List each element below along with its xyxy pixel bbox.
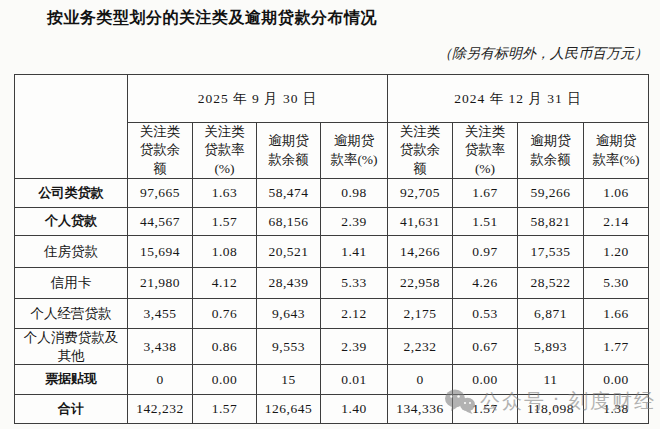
table-cell: 1.66 (584, 299, 649, 329)
table-cell: 9,643 (257, 299, 321, 329)
table-cell: 142,232 (128, 395, 193, 424)
row-label: 公司类贷款 (15, 179, 128, 208)
table-cell: 41,631 (388, 208, 453, 236)
table-cell: 15 (257, 365, 321, 395)
table-cell: 68,156 (257, 208, 321, 236)
table-cell: 2.39 (321, 329, 388, 365)
table-cell: 17,535 (518, 236, 584, 268)
table-cell: 4.12 (193, 268, 257, 299)
column-group-2024: 2024 年 12 月 31 日 (388, 75, 649, 123)
table-cell: 5.33 (321, 268, 388, 299)
table-row-total: 合计 142,232 1.57 126,645 1.40 134,336 1.5… (15, 395, 649, 424)
table-cell: 2.12 (321, 299, 388, 329)
table-cell: 2,232 (388, 329, 453, 365)
table-cell: 15,694 (128, 236, 193, 268)
row-label: 个人消费贷款及 其他 (15, 329, 128, 365)
table-cell: 1.77 (584, 329, 649, 365)
row-label: 个人贷款 (15, 208, 128, 236)
table-cell: 0.00 (453, 365, 518, 395)
page-title: 按业务类型划分的关注类及逾期贷款分布情况 (47, 8, 377, 29)
table-cell: 3,455 (128, 299, 193, 329)
table-cell: 1.20 (584, 236, 649, 268)
table-cell: 1.41 (321, 236, 388, 268)
row-label: 合计 (15, 395, 128, 424)
table-cell: 1.57 (193, 208, 257, 236)
subheader-special-mention-balance-2025: 关注类 贷款余 额 (128, 123, 193, 179)
table-cell: 1.57 (193, 395, 257, 424)
table-cell: 134,336 (388, 395, 453, 424)
table-cell: 97,665 (128, 179, 193, 208)
table-row-corporate-loans: 公司类贷款 97,665 1.63 58,474 0.98 92,705 1.6… (15, 179, 649, 208)
table-cell: 59,266 (518, 179, 584, 208)
table-cell: 1.51 (453, 208, 518, 236)
table-row-personal-consumption-loans: 个人消费贷款及 其他 3,438 0.86 9,553 2.39 2,232 0… (15, 329, 649, 365)
table-cell: 22,958 (388, 268, 453, 299)
table-cell: 0.53 (453, 299, 518, 329)
header-row-dates: 2025 年 9 月 30 日 2024 年 12 月 31 日 (15, 75, 649, 123)
table-cell: 0.76 (193, 299, 257, 329)
table-cell: 11 (518, 365, 584, 395)
unit-note: （除另有标明外，人民币百万元） (438, 45, 648, 63)
table-cell: 1.08 (193, 236, 257, 268)
row-label: 信用卡 (15, 268, 128, 299)
table-row-housing-loans: 住房贷款 15,694 1.08 20,521 1.41 14,266 0.97… (15, 236, 649, 268)
row-label: 个人经营贷款 (15, 299, 128, 329)
table-cell: 2,175 (388, 299, 453, 329)
table-cell: 6,871 (518, 299, 584, 329)
table-cell: 0.98 (321, 179, 388, 208)
table-row-personal-loans: 个人贷款 44,567 1.57 68,156 2.39 41,631 1.51… (15, 208, 649, 236)
column-group-2025: 2025 年 9 月 30 日 (128, 75, 388, 123)
table-cell: 118,098 (518, 395, 584, 424)
table-cell: 44,567 (128, 208, 193, 236)
table-cell: 28,439 (257, 268, 321, 299)
subheader-overdue-ratio-2024: 逾期贷 款率(%) (584, 123, 649, 179)
table-cell: 4.26 (453, 268, 518, 299)
row-label: 票据贴现 (15, 365, 128, 395)
table-cell: 14,266 (388, 236, 453, 268)
table-cell: 126,645 (257, 395, 321, 424)
subheader-special-mention-ratio-2025: 关注类 贷款率 (%) (193, 123, 257, 179)
table-row-bill-discounting: 票据贴现 0 0.00 15 0.01 0 0.00 11 0.00 (15, 365, 649, 395)
table-cell: 2.14 (584, 208, 649, 236)
table-cell: 2.39 (321, 208, 388, 236)
table-cell: 1.06 (584, 179, 649, 208)
table-cell: 1.38 (584, 395, 649, 424)
table-cell: 0.67 (453, 329, 518, 365)
table-cell: 1.57 (453, 395, 518, 424)
table-cell: 0.97 (453, 236, 518, 268)
table-cell: 5,893 (518, 329, 584, 365)
row-label: 住房贷款 (15, 236, 128, 268)
table-cell: 1.67 (453, 179, 518, 208)
table-cell: 5.30 (584, 268, 649, 299)
corner-cell (15, 75, 128, 179)
table-cell: 21,980 (128, 268, 193, 299)
table-cell: 0.00 (584, 365, 649, 395)
table-cell: 0 (388, 365, 453, 395)
report-page: 按业务类型划分的关注类及逾期贷款分布情况 （除另有标明外，人民币百万元） 202… (0, 0, 660, 429)
table-cell: 58,474 (257, 179, 321, 208)
table-cell: 9,553 (257, 329, 321, 365)
table-cell: 0.86 (193, 329, 257, 365)
subheader-overdue-balance-2024: 逾期贷 款余额 (518, 123, 584, 179)
loan-distribution-table: 2025 年 9 月 30 日 2024 年 12 月 31 日 关注类 贷款余… (14, 74, 649, 424)
table-cell: 92,705 (388, 179, 453, 208)
subheader-overdue-balance-2025: 逾期贷 款余额 (257, 123, 321, 179)
table-row-credit-card: 信用卡 21,980 4.12 28,439 5.33 22,958 4.26 … (15, 268, 649, 299)
table-cell: 3,438 (128, 329, 193, 365)
subheader-overdue-ratio-2025: 逾期贷 款率(%) (321, 123, 388, 179)
table-cell: 0.00 (193, 365, 257, 395)
table-cell: 0.01 (321, 365, 388, 395)
subheader-special-mention-ratio-2024: 关注类 贷款率 (%) (453, 123, 518, 179)
table-row-personal-business-loans: 个人经营贷款 3,455 0.76 9,643 2.12 2,175 0.53 … (15, 299, 649, 329)
table-cell: 28,522 (518, 268, 584, 299)
table-cell: 0 (128, 365, 193, 395)
table-cell: 1.40 (321, 395, 388, 424)
table-cell: 58,821 (518, 208, 584, 236)
subheader-special-mention-balance-2024: 关注类 贷款余 额 (388, 123, 453, 179)
table-cell: 1.63 (193, 179, 257, 208)
table-cell: 20,521 (257, 236, 321, 268)
